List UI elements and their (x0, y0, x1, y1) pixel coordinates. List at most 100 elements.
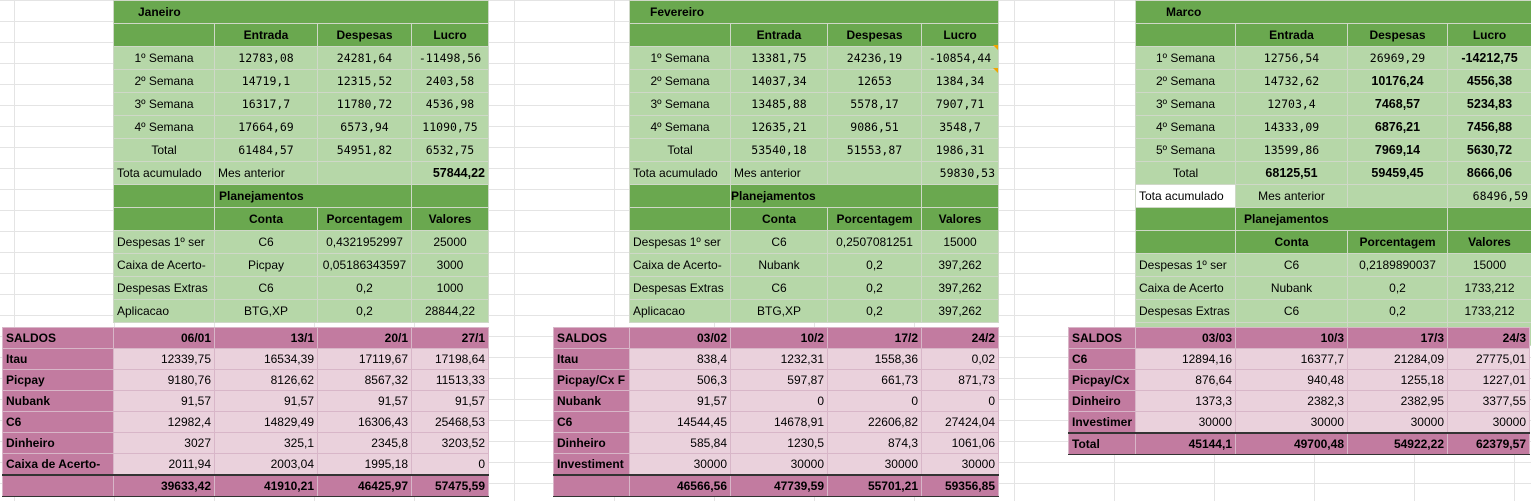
balance-cell[interactable]: 0 (411, 453, 489, 476)
plan-header-empty[interactable] (113, 207, 215, 231)
cell-despesas[interactable]: 9086,51 (827, 115, 922, 139)
total-cell[interactable]: 57475,59 (411, 474, 489, 497)
acumulado-label[interactable]: Tota acumulado (1135, 184, 1236, 208)
total-cell[interactable]: 59356,85 (921, 474, 999, 497)
cell-entrada[interactable]: 12703,4 (1235, 92, 1348, 116)
date-header[interactable]: 13/1 (214, 327, 318, 349)
account-label[interactable]: C6 (553, 411, 630, 433)
plan-header-valores[interactable]: Valores (411, 207, 489, 231)
plan-valor[interactable]: 1000 (411, 276, 489, 300)
account-label[interactable]: Investimer (1068, 411, 1136, 434)
account-label[interactable]: Picpay/Cx (1068, 369, 1136, 391)
plan-valor[interactable]: 1733,212 (1446, 276, 1531, 300)
cell-entrada[interactable]: 13599,86 (1235, 138, 1348, 162)
cell-despesas[interactable]: 7468,57 (1347, 92, 1448, 116)
date-header[interactable]: 27/1 (411, 327, 489, 349)
cell-entrada[interactable]: 13381,75 (730, 46, 828, 70)
account-label[interactable]: Picpay (2, 369, 114, 391)
balance-cell[interactable]: 1232,31 (730, 348, 828, 370)
cell-despesas[interactable]: 26969,29 (1347, 46, 1448, 70)
plan-header-empty[interactable] (1135, 230, 1236, 254)
balance-cell[interactable]: 30000 (1447, 411, 1530, 434)
acumulado-valor[interactable]: 59830,53 (920, 161, 1000, 185)
balance-cell[interactable]: 27424,04 (921, 411, 999, 433)
balance-cell[interactable]: 25468,53 (411, 411, 489, 433)
acumulado-valor[interactable]: 57844,22 (411, 161, 489, 185)
plan-valor[interactable]: 1733,212 (1446, 299, 1531, 323)
cell-despesas[interactable]: 24281,64 (317, 46, 412, 70)
total-cell[interactable]: 41910,21 (214, 474, 318, 497)
balance-cell[interactable]: 91,57 (629, 390, 731, 412)
saldos-title[interactable]: SALDOS (1068, 327, 1136, 349)
cell-entrada[interactable]: 16317,7 (214, 92, 318, 116)
cell-entrada[interactable]: 14719,1 (214, 69, 318, 93)
balance-cell[interactable]: 1558,36 (827, 348, 922, 370)
balance-cell[interactable]: 21284,09 (1347, 348, 1448, 370)
header-entrada[interactable]: Entrada (214, 23, 318, 47)
plan-label[interactable]: Caixa de Acerto- (113, 253, 215, 277)
plan-pct[interactable]: 0,4321952997 (317, 230, 412, 254)
cell-entrada[interactable]: 14333,09 (1235, 115, 1348, 139)
acumulado-empty[interactable] (1347, 184, 1448, 208)
balance-cell[interactable]: 2011,94 (113, 453, 215, 476)
total-cell[interactable]: 49700,48 (1235, 432, 1348, 455)
header-despesas[interactable]: Despesas (317, 23, 412, 47)
cell-despesas[interactable]: 7969,14 (1347, 138, 1448, 162)
plan-valor[interactable]: 15000 (1446, 253, 1531, 277)
account-label[interactable]: Itau (553, 348, 630, 370)
date-header[interactable]: 17/3 (1347, 327, 1448, 349)
date-header[interactable]: 06/01 (113, 327, 215, 349)
date-header[interactable]: 17/2 (827, 327, 922, 349)
balance-cell[interactable]: 9180,76 (113, 369, 215, 391)
month-title[interactable]: Fevereiro (628, 0, 1000, 24)
cell-despesas[interactable]: 6876,21 (1347, 115, 1448, 139)
plan-empty[interactable] (629, 184, 731, 208)
week-label[interactable]: 3º Semana (1135, 92, 1236, 116)
plan-conta[interactable]: Nubank (1235, 276, 1348, 300)
week-label[interactable]: 1º Semana (629, 46, 731, 70)
total-lucro[interactable]: 1986,31 (920, 138, 1000, 162)
header-despesas[interactable]: Despesas (1347, 23, 1448, 47)
week-label[interactable]: 1º Semana (113, 46, 215, 70)
plan-header-empty[interactable] (629, 207, 731, 231)
week-label[interactable]: 2º Semana (629, 69, 731, 93)
date-header[interactable]: 03/03 (1135, 327, 1236, 349)
cell-lucro[interactable]: 2403,58 (411, 69, 489, 93)
cell-despesas[interactable]: 24236,19 (827, 46, 922, 70)
plan-header-conta[interactable]: Conta (214, 207, 318, 231)
balance-cell[interactable]: 16377,7 (1235, 348, 1348, 370)
acumulado-mes[interactable]: Mes anterior (730, 161, 828, 185)
balance-cell[interactable]: 11513,33 (411, 369, 489, 391)
plan-label[interactable]: Despesas Extras (1135, 299, 1236, 323)
cell-lucro[interactable]: -11498,56 (411, 46, 489, 70)
plan-pct[interactable]: 0,2 (1347, 299, 1448, 323)
plan-header-conta[interactable]: Conta (730, 207, 828, 231)
total-despesas[interactable]: 59459,45 (1347, 161, 1448, 185)
balance-cell[interactable]: 30000 (1235, 411, 1348, 434)
plan-empty[interactable] (1135, 207, 1236, 231)
plan-conta[interactable]: C6 (1235, 299, 1348, 323)
balance-cell[interactable]: 0 (921, 390, 999, 412)
date-header[interactable]: 20/1 (317, 327, 412, 349)
acumulado-valor[interactable]: 68496,59 (1446, 184, 1531, 208)
plan-empty2[interactable] (1446, 207, 1531, 231)
balance-cell[interactable]: 838,4 (629, 348, 731, 370)
plan-header-valores[interactable]: Valores (1446, 230, 1531, 254)
account-label[interactable]: Dinheiro (2, 432, 114, 454)
account-label[interactable]: Caixa de Acerto- (2, 453, 114, 476)
plan-label[interactable]: Caixa de Acerto- (629, 253, 731, 277)
plan-conta[interactable]: C6 (214, 230, 318, 254)
week-label[interactable]: 1º Semana (1135, 46, 1236, 70)
cell-despesas[interactable]: 5578,17 (827, 92, 922, 116)
balance-cell[interactable]: 2003,04 (214, 453, 318, 476)
balance-cell[interactable]: 876,64 (1135, 369, 1236, 391)
total-cell[interactable]: 46425,97 (317, 474, 412, 497)
account-label[interactable]: Investiment (553, 453, 630, 476)
balance-cell[interactable]: 940,48 (1235, 369, 1348, 391)
plan-title[interactable]: Planejamentos (1235, 207, 1448, 231)
plan-pct[interactable]: 0,05186343597 (317, 253, 412, 277)
total-cell[interactable]: 55701,21 (827, 474, 922, 497)
cell-entrada[interactable]: 12783,08 (214, 46, 318, 70)
plan-label[interactable]: Despesas 1º ser (629, 230, 731, 254)
account-label[interactable]: Dinheiro (1068, 390, 1136, 412)
